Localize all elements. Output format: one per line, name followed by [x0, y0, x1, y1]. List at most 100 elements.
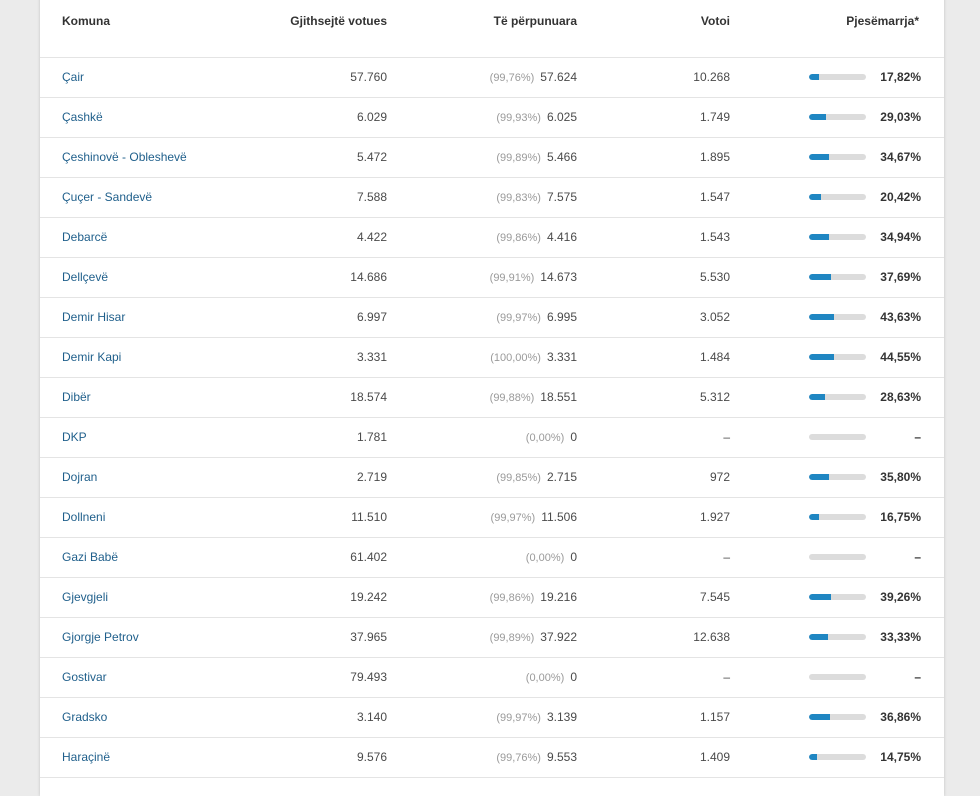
processed-percent: (99,85%)	[496, 472, 541, 484]
municipality-link[interactable]: Demir Kapi	[62, 350, 122, 364]
municipality-link[interactable]: Dollneni	[62, 510, 106, 524]
votes-cell: 5.312	[699, 390, 730, 404]
turnout-bar	[809, 154, 866, 160]
processed-count: 14.673	[540, 270, 577, 284]
municipality-link[interactable]: Gjorgje Petrov	[62, 630, 139, 644]
total-voters-cell: 3.140	[356, 710, 387, 724]
municipality-link[interactable]: Debarcë	[62, 230, 108, 244]
turnout-bar-fill	[809, 754, 818, 760]
table-row[interactable]: Gostivar 79.493 (0,00%) 0 – –	[40, 658, 944, 698]
total-voters-cell: 11.510	[351, 510, 387, 524]
table-row[interactable]: Çair 57.760 (99,76%) 57.624 10.268 17,82%	[40, 58, 944, 98]
table-row[interactable]: Dibër 18.574 (99,88%) 18.551 5.312 28,63%	[40, 378, 944, 418]
turnout-percent: 34,94%	[880, 230, 921, 244]
table-row[interactable]: Gjevgjeli 19.242 (99,86%) 19.216 7.545 39,26%	[40, 578, 944, 618]
turnout-bar	[809, 74, 866, 80]
total-voters-cell: 61.402	[350, 550, 387, 564]
table-row[interactable]: Demir Kapi 3.331 (100,00%) 3.331 1.484 44,55%	[40, 338, 944, 378]
municipality-link[interactable]: Gostivar	[62, 670, 107, 684]
processed-percent: (99,86%)	[496, 232, 541, 244]
processed-cell: (99,89%) 37.922	[490, 618, 577, 657]
turnout-percent: 36,86%	[880, 710, 921, 724]
municipality-link[interactable]: Çashkë	[62, 110, 103, 124]
turnout-percent: 14,75%	[880, 750, 921, 764]
table-row[interactable]: Çashkë 6.029 (99,93%) 6.025 1.749 29,03%	[40, 98, 944, 138]
header-municipality[interactable]: Komuna	[62, 14, 110, 28]
municipality-link[interactable]: Dojran	[62, 470, 98, 484]
municipality-link[interactable]: Gazi Babë	[62, 550, 119, 564]
turnout-percent: 16,75%	[880, 510, 921, 524]
processed-cell: (99,76%) 9.553	[496, 738, 577, 777]
processed-percent: (99,93%)	[496, 112, 541, 124]
table-row[interactable]: Gradsko 3.140 (99,97%) 3.139 1.157 36,86%	[40, 698, 944, 738]
table-row[interactable]: Haraçinë 9.576 (99,76%) 9.553 1.409 14,75%	[40, 738, 944, 778]
municipality-link[interactable]: Demir Hisar	[62, 310, 126, 324]
processed-count: 9.553	[546, 750, 577, 764]
turnout-bar-fill	[809, 634, 828, 640]
processed-percent: (99,86%)	[489, 592, 535, 604]
municipality-link[interactable]: Çeshinovë - Obleshevë	[62, 150, 187, 164]
table-row[interactable]: Gazi Babë 61.402 (0,00%) 0 – –	[40, 538, 944, 578]
total-voters-cell: 6.997	[356, 310, 387, 324]
turnout-bar	[809, 714, 866, 720]
table-row[interactable]: Dojran 2.719 (99,85%) 2.715 972 35,80%	[40, 458, 944, 498]
table-row[interactable]: Dollneni 11.510 (99,97%) 11.506 1.927 16,75%	[40, 498, 944, 538]
table-row[interactable]: Dellçevë 14.686 (99,91%) 14.673 5.530 37,69%	[40, 258, 944, 298]
table-row[interactable]: Demir Hisar 6.997 (99,97%) 6.995 3.052 43,63%	[40, 298, 944, 338]
table-header: Komuna Gjithsejtë votues Të përpunuara V…	[40, 0, 944, 58]
processed-cell: (99,97%) 11.506	[491, 498, 577, 537]
processed-cell: (0,00%) 0	[526, 538, 577, 577]
turnout-bar	[809, 194, 866, 200]
processed-cell: (99,76%) 57.624	[490, 58, 577, 97]
processed-cell: (99,97%) 6.995	[496, 298, 577, 337]
turnout-bar	[809, 554, 866, 560]
header-votes[interactable]: Votoi	[700, 14, 730, 28]
table-row[interactable]: Çeshinovë - Obleshevë 5.472 (99,89%) 5.466 1…	[40, 138, 944, 178]
votes-cell: 1.927	[699, 510, 730, 524]
total-voters-cell: 5.472	[356, 150, 387, 164]
header-processed[interactable]: Të përpunuara	[493, 14, 577, 28]
votes-cell: 7.545	[699, 590, 730, 604]
turnout-bar-fill	[809, 594, 832, 600]
municipality-link[interactable]: Haraçinë	[62, 750, 111, 764]
total-voters-cell: 19.242	[350, 590, 387, 604]
processed-count: 3.139	[546, 710, 577, 724]
header-total-voters[interactable]: Gjithsejtë votues	[290, 14, 387, 28]
table-row[interactable]: Gjorgje Petrov 37.965 (99,89%) 37.922 12.638…	[40, 618, 944, 658]
municipality-link[interactable]: Gjevgjeli	[62, 590, 109, 604]
turnout-bar-fill	[809, 154, 829, 160]
turnout-bar	[809, 114, 866, 120]
results-table-card: Komuna Gjithsejtë votues Të përpunuara V…	[40, 0, 944, 796]
municipality-link[interactable]: Çair	[62, 70, 85, 84]
processed-percent: (0,00%)	[525, 672, 565, 684]
total-voters-cell: 4.422	[356, 230, 387, 244]
votes-cell: –	[723, 430, 730, 444]
processed-cell: (99,93%) 6.025	[496, 98, 577, 137]
turnout-percent: 34,67%	[880, 150, 921, 164]
table-row[interactable]: Debarcë 4.422 (99,86%) 4.416 1.543 34,94%	[40, 218, 944, 258]
turnout-bar-fill	[809, 234, 829, 240]
turnout-percent: 44,55%	[880, 350, 921, 364]
turnout-bar-fill	[809, 74, 820, 80]
municipality-link[interactable]: Dibër	[62, 390, 91, 404]
votes-cell: 1.157	[699, 710, 730, 724]
turnout-bar-fill	[809, 314, 834, 320]
processed-count: 6.995	[546, 310, 577, 324]
total-voters-cell: 18.574	[350, 390, 387, 404]
total-voters-cell: 9.576	[356, 750, 387, 764]
header-turnout[interactable]: Pjesëmarrja*	[846, 14, 919, 28]
turnout-percent: 39,26%	[880, 590, 921, 604]
turnout-bar	[809, 474, 866, 480]
turnout-bar	[809, 594, 866, 600]
table-row[interactable]: Çuçer - Sandevë 7.588 (99,83%) 7.575 1.547 20…	[40, 178, 944, 218]
processed-percent: (0,00%)	[525, 432, 565, 444]
table-body: Çair 57.760 (99,76%) 57.624 10.268 17,82% Çash…	[40, 58, 944, 778]
table-row[interactable]: DKP 1.781 (0,00%) 0 – –	[40, 418, 944, 458]
municipality-link[interactable]: Gradsko	[62, 710, 108, 724]
turnout-percent: 20,42%	[880, 190, 921, 204]
votes-cell: 972	[709, 470, 730, 484]
municipality-link[interactable]: DKP	[62, 430, 87, 444]
turnout-percent: 29,03%	[880, 110, 921, 124]
municipality-link[interactable]: Çuçer - Sandevë	[62, 190, 153, 204]
municipality-link[interactable]: Dellçevë	[62, 270, 109, 284]
